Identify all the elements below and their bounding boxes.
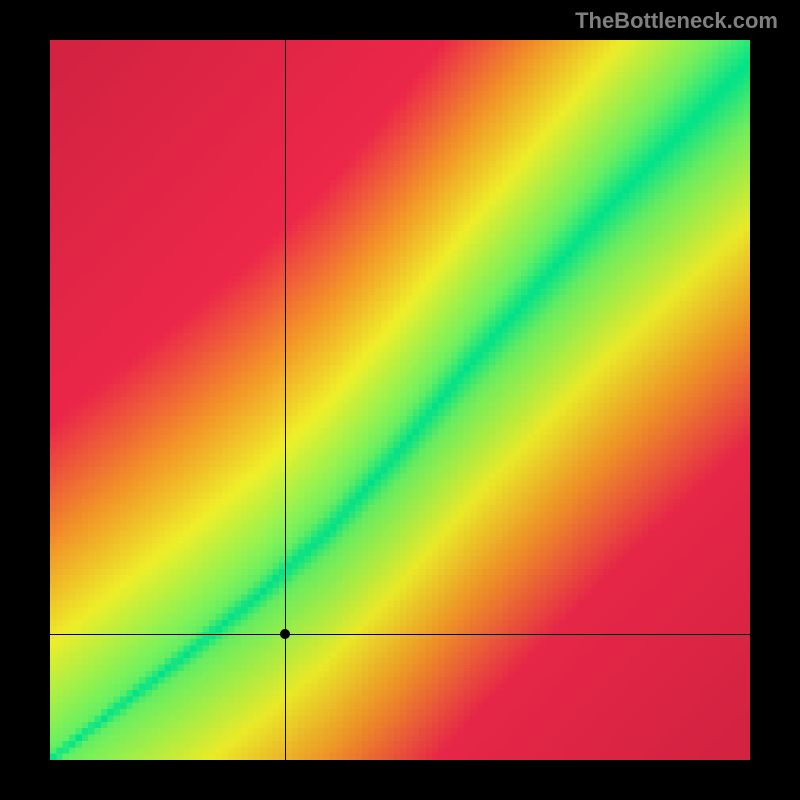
watermark-text: TheBottleneck.com <box>575 8 778 34</box>
crosshair-vertical <box>285 40 286 760</box>
crosshair-horizontal <box>50 634 750 635</box>
plot-area <box>50 40 750 760</box>
crosshair-marker <box>280 629 290 639</box>
heatmap-canvas <box>50 40 750 760</box>
